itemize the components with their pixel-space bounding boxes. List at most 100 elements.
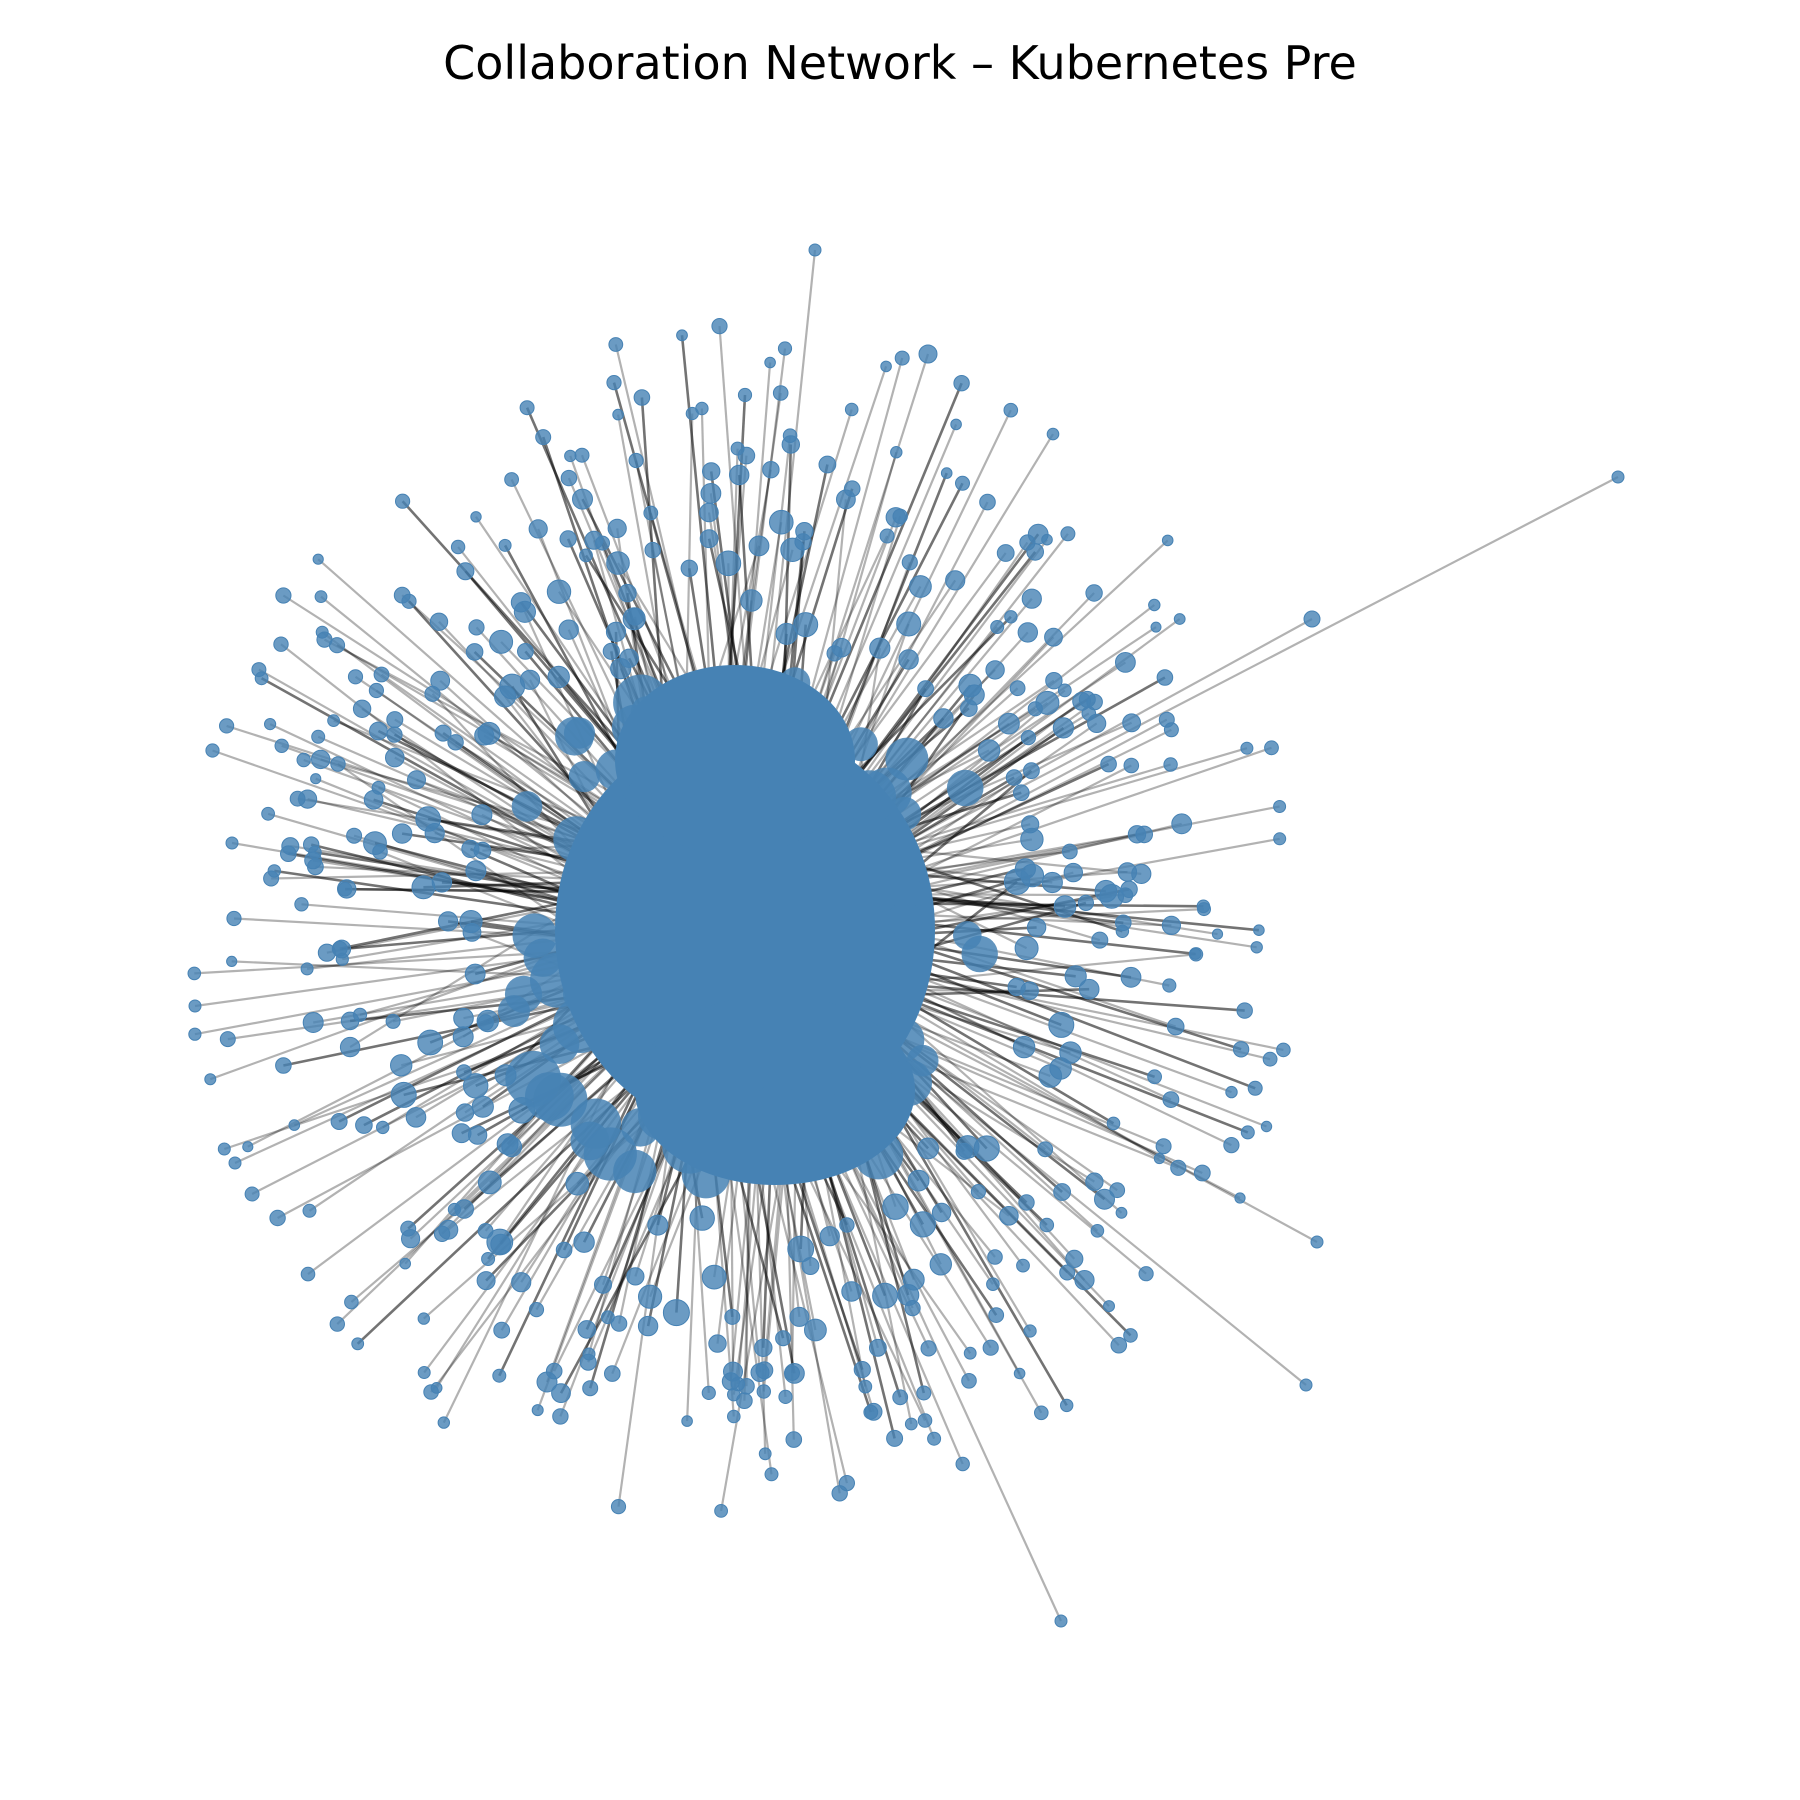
node: [1262, 1051, 1278, 1067]
node: [352, 699, 372, 718]
node: [264, 718, 277, 731]
edge: [380, 673, 612, 838]
node: [647, 1214, 669, 1236]
node: [494, 1064, 517, 1087]
node: [1026, 917, 1047, 938]
node: [702, 462, 721, 481]
node: [1162, 978, 1177, 993]
node: [758, 1447, 772, 1461]
node: [950, 418, 962, 431]
edge: [818, 1093, 1063, 1622]
node: [610, 1315, 628, 1332]
edge: [916, 863, 1123, 933]
node: [1106, 1116, 1121, 1131]
node: [610, 658, 632, 680]
core-node: [597, 839, 629, 871]
node: [564, 449, 577, 463]
node: [242, 1141, 254, 1153]
node: [882, 1193, 909, 1220]
node: [369, 721, 388, 741]
core-node: [667, 1056, 709, 1098]
node: [1078, 978, 1100, 1000]
node: [892, 1389, 909, 1406]
node: [917, 680, 934, 698]
node: [351, 1337, 365, 1351]
node: [618, 583, 637, 603]
node: [462, 923, 482, 942]
node: [775, 1330, 792, 1347]
node: [1150, 621, 1162, 633]
node: [328, 637, 346, 654]
node: [1147, 1069, 1162, 1085]
node: [604, 1365, 621, 1382]
node: [808, 243, 822, 257]
node: [555, 1241, 573, 1259]
node: [1085, 1172, 1104, 1191]
node: [970, 1184, 987, 1200]
node: [281, 837, 300, 856]
core-node: [568, 761, 600, 793]
node: [782, 428, 798, 444]
node: [385, 1013, 401, 1029]
edge: [315, 865, 611, 882]
node: [987, 1249, 1003, 1265]
node: [493, 1321, 511, 1339]
node: [1074, 1270, 1095, 1291]
node: [955, 1142, 973, 1160]
node: [1061, 843, 1078, 860]
core-node: [715, 734, 762, 781]
node: [395, 493, 411, 509]
node: [188, 999, 202, 1013]
edge: [904, 476, 1619, 849]
node: [1020, 730, 1037, 746]
node: [528, 1302, 545, 1318]
node: [795, 522, 814, 541]
node: [1253, 924, 1265, 937]
node: [892, 508, 908, 524]
node: [1166, 1017, 1185, 1036]
core-node: [853, 1130, 904, 1180]
node: [643, 505, 659, 521]
node: [477, 1223, 494, 1239]
node: [986, 1277, 1000, 1291]
node: [960, 699, 978, 718]
node: [582, 1380, 599, 1397]
node: [390, 1054, 413, 1077]
node: [979, 493, 996, 511]
node: [275, 587, 292, 604]
core-node: [887, 902, 923, 937]
node: [438, 1219, 459, 1240]
node: [775, 622, 798, 645]
node: [755, 1361, 774, 1380]
node: [1120, 966, 1142, 988]
node: [551, 1383, 571, 1403]
node: [302, 1203, 317, 1218]
node: [393, 586, 411, 604]
node: [573, 1231, 595, 1253]
node: [1053, 1183, 1071, 1201]
node: [329, 1316, 345, 1332]
node: [490, 1233, 512, 1255]
node: [730, 1376, 746, 1392]
node: [1310, 1235, 1324, 1249]
node: [909, 1211, 937, 1238]
edge: [908, 894, 1260, 932]
node: [1153, 1152, 1166, 1165]
node: [390, 1081, 417, 1108]
edge: [442, 1027, 637, 1424]
node: [187, 966, 202, 981]
node: [1037, 1141, 1054, 1158]
node: [863, 1404, 879, 1420]
core-node: [843, 727, 878, 762]
node: [784, 1363, 805, 1384]
node: [501, 1136, 523, 1158]
node: [916, 1385, 932, 1401]
node: [373, 666, 390, 683]
node: [1017, 622, 1039, 643]
core-node: [604, 1016, 640, 1053]
node: [1299, 1378, 1313, 1392]
node: [1232, 1041, 1250, 1058]
node: [385, 747, 405, 768]
node: [1225, 1085, 1238, 1099]
node: [955, 1456, 970, 1472]
